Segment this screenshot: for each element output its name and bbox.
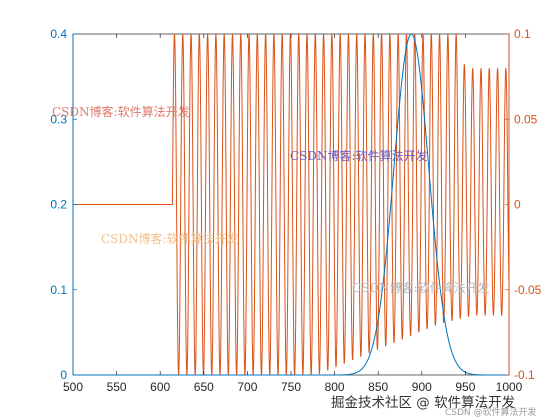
y-left-tick-label: 0 [60, 368, 67, 382]
series-orange-line [73, 34, 509, 375]
footer-watermark-small: CSDN @软件算法开发 [445, 408, 537, 418]
y-right-tick-label: -0.1 [514, 368, 535, 382]
x-tick-label: 550 [107, 380, 127, 394]
y-left-tick-label: 0.3 [50, 112, 67, 126]
y-right-tick-label: 0.1 [514, 27, 531, 41]
watermark-text: CSDN博客:软件算法开发 [352, 281, 490, 295]
x-tick-label: 750 [281, 380, 301, 394]
footer-watermark: 掘金技术社区 @ 软件算法开发 [331, 395, 516, 411]
y-right-tick-label: -0.05 [514, 283, 542, 297]
watermark-text: CSDN博客:软件算法开发 [52, 105, 190, 119]
watermark-text: CSDN博客:软件算法开发 [290, 149, 428, 163]
y-left-tick-label: 0.4 [50, 27, 67, 41]
x-tick-label: 500 [63, 380, 83, 394]
y-right-tick-label: 0.05 [514, 112, 538, 126]
x-tick-label: 850 [368, 380, 388, 394]
x-tick-label: 1000 [496, 380, 523, 394]
y-right-tick-label: 0 [514, 198, 521, 212]
y-left-tick-label: 0.1 [50, 283, 67, 297]
x-tick-label: 650 [194, 380, 214, 394]
y-left-tick-label: 0.2 [50, 198, 67, 212]
x-tick-label: 950 [455, 380, 475, 394]
x-tick-label: 600 [150, 380, 170, 394]
x-tick-label: 700 [237, 380, 257, 394]
x-tick-label: 900 [412, 380, 432, 394]
watermark-text: CSDN博客:软件算法开发 [101, 232, 239, 246]
x-tick-label: 800 [325, 380, 345, 394]
